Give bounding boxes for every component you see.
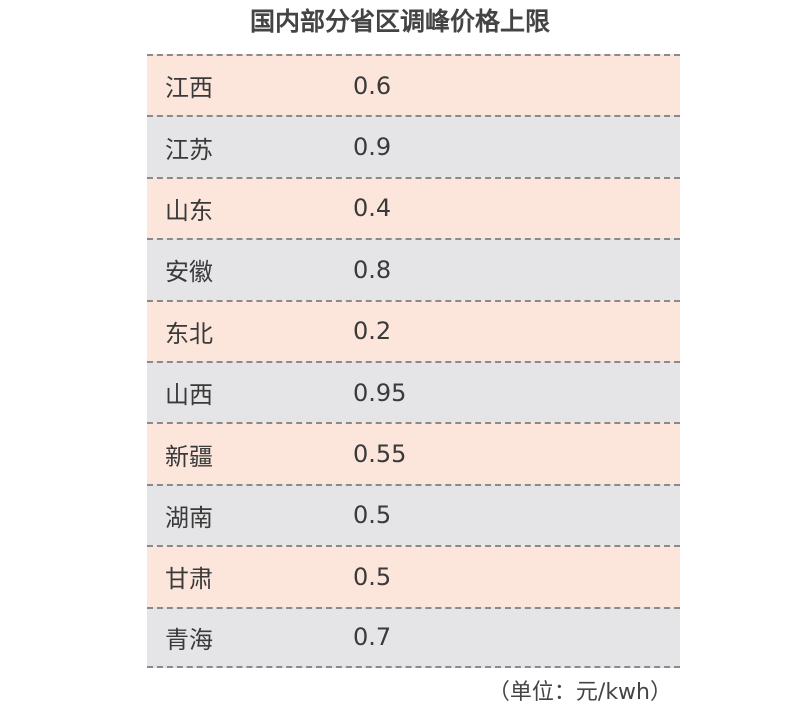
table-row: 湖南 0.5 — [147, 483, 680, 546]
value-cell: 0.4 — [353, 194, 392, 223]
region-cell: 山东 — [165, 196, 213, 225]
region-cell: 山西 — [165, 381, 213, 410]
region-cell: 青海 — [165, 625, 213, 654]
unit-note: （单位：元/kwh） — [487, 680, 672, 705]
value-cell: 0.2 — [353, 317, 392, 346]
value-cell: 0.95 — [353, 378, 407, 407]
table-row: 江苏 0.9 — [147, 115, 680, 177]
value-cell: 0.7 — [353, 623, 392, 652]
region-cell: 江苏 — [165, 135, 213, 164]
value-cell: 0.9 — [353, 133, 392, 162]
region-cell: 湖南 — [165, 503, 213, 532]
table-row: 安徽 0.8 — [147, 238, 680, 300]
table-row: 江西 0.6 — [147, 54, 680, 116]
region-cell: 安徽 — [165, 258, 213, 287]
value-cell: 0.5 — [353, 501, 392, 530]
table-row: 青海 0.7 — [147, 606, 680, 668]
region-cell: 甘肃 — [165, 565, 213, 594]
table-row: 新疆 0.55 — [147, 422, 680, 484]
table-row: 东北 0.2 — [147, 299, 680, 361]
region-cell: 东北 — [165, 319, 213, 348]
value-cell: 0.5 — [353, 562, 392, 591]
region-cell: 新疆 — [165, 442, 213, 471]
table-row: 甘肃 0.5 — [147, 545, 680, 607]
region-cell: 江西 — [165, 74, 213, 103]
price-table: 江西 0.6 江苏 0.9 山东 0.4 安徽 0.8 东北 0.2 山西 0.95 新疆 0.55 湖南 0… — [147, 54, 680, 668]
table-row: 山东 0.4 — [147, 176, 680, 239]
value-cell: 0.6 — [353, 71, 392, 100]
value-cell: 0.8 — [353, 255, 392, 284]
table-row: 山西 0.95 — [147, 360, 680, 423]
value-cell: 0.55 — [353, 440, 407, 469]
table-title: 国内部分省区调峰价格上限 — [249, 7, 550, 36]
